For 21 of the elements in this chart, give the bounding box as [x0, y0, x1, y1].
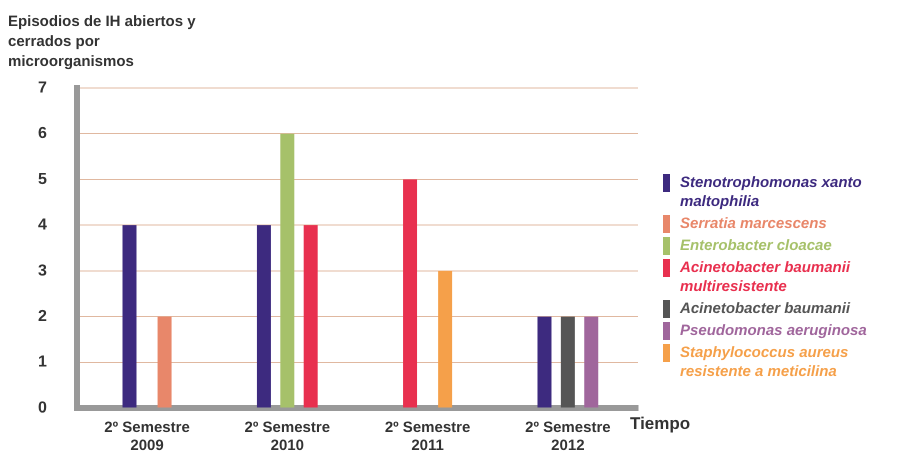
legend-label: Stenotrophomonas xanto maltophilia [680, 173, 863, 211]
legend-label: Enterobacter cloacae [680, 236, 832, 255]
y-tick-label: 4 [38, 216, 47, 234]
x-tick-label: 2º Semestre 2011 [384, 419, 470, 454]
y-axis-title: Episodios de IH abiertos y cerrados por microorganismos [8, 12, 197, 72]
y-tick-label: 7 [38, 79, 47, 96]
y-tick-label: 5 [38, 170, 47, 188]
y-tick-label: 1 [38, 354, 47, 371]
y-tick-label: 2 [38, 308, 47, 325]
legend-label: Pseudomonas aeruginosa [680, 321, 867, 340]
y-tick-label: 0 [38, 399, 47, 416]
x-axis-title: Tiempo [630, 414, 690, 434]
x-tick-label: 2º Semestre 2010 [244, 419, 330, 454]
legend-label: Serratia marcescens [680, 214, 827, 233]
legend-label: Staphylococcus aureus resistente a meticilina [680, 343, 850, 381]
legend-label: Acinetobacter baumanii [680, 299, 850, 318]
x-tick-label: 2º Semestre 2009 [104, 419, 190, 454]
y-tick-label: 6 [38, 125, 47, 142]
y-tick-label: 3 [38, 262, 47, 280]
x-tick-label: 2º Semestre 2012 [525, 419, 611, 454]
legend-label: Acinetobacter baumanii multiresistente [680, 258, 852, 296]
